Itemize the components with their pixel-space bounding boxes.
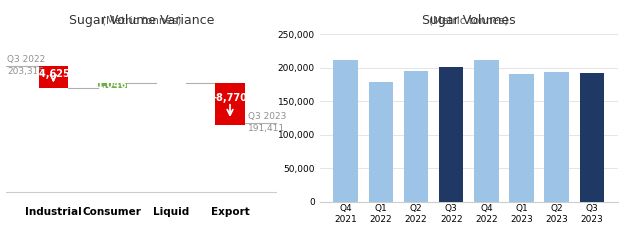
Bar [404, 71, 428, 202]
Title: Sugar Volume Variance: Sugar Volume Variance [69, 14, 215, 27]
Text: 1,046: 1,046 [97, 80, 128, 90]
Bar [39, 66, 68, 88]
Text: -4,625: -4,625 [36, 68, 71, 79]
Bar [439, 67, 464, 202]
Bar [474, 60, 499, 202]
Text: (Metric tonnes): (Metric tonnes) [102, 16, 182, 26]
Bar [97, 83, 127, 88]
Bar [369, 82, 393, 202]
Text: -8,770: -8,770 [213, 93, 248, 103]
Text: Q3 2022
203,315: Q3 2022 203,315 [7, 55, 46, 76]
Bar [544, 72, 569, 202]
Bar [509, 74, 534, 202]
Text: (Metric tonnes): (Metric tonnes) [429, 16, 509, 26]
Title: Sugar Volumes: Sugar Volumes [422, 14, 515, 27]
Bar [333, 60, 358, 202]
Bar [215, 83, 245, 125]
Text: Q3 2023
191,411: Q3 2023 191,411 [248, 112, 286, 133]
Bar [580, 73, 604, 202]
